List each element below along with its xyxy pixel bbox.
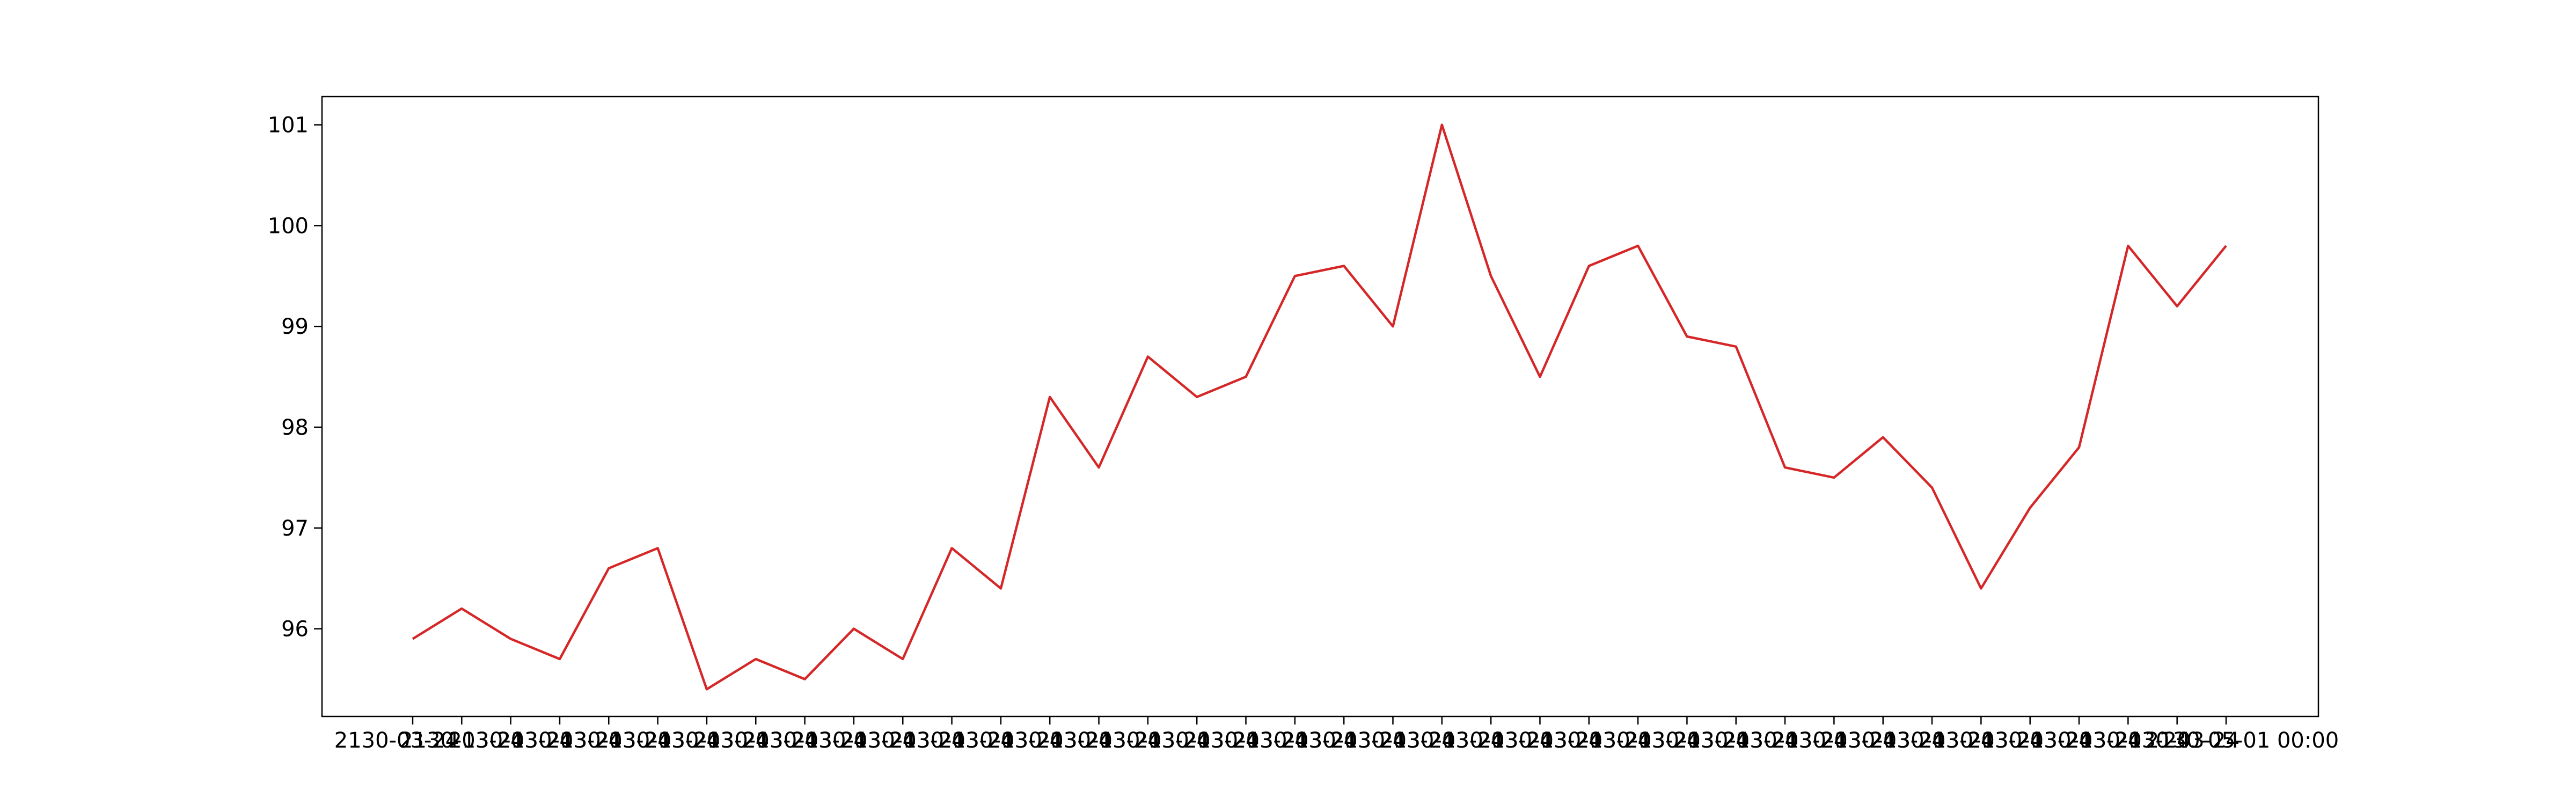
x-tick-label: 2130-03-24 <box>1772 728 1896 753</box>
x-axis-ticks: 2130-03-242130-03-242130-03-242130-03-24… <box>399 716 2240 753</box>
x-tick-label: 2130-03-24 <box>1380 728 1504 753</box>
x-tick-label: 2130-03-24 <box>840 728 965 753</box>
x-tick-label: 2130-03-24 <box>448 728 573 753</box>
x-tick-label: 2130-03-24 <box>1527 728 1651 753</box>
x-tick-label: 2130-03-24 <box>1036 728 1161 753</box>
x-tick-label: 2130-03-24 <box>1967 728 2092 753</box>
x-tick-label: 2130-03-24 <box>1183 728 1308 753</box>
x-tick-label-last: 2130-05-01 00:00 <box>2146 728 2339 753</box>
x-tick-label: 2130-03-24 <box>2114 728 2239 753</box>
x-tick-label: 2130-03-24 <box>497 728 622 753</box>
x-tick-label: 2130-03-24 <box>1429 728 1553 753</box>
x-tick-label: 2130-03-24 <box>645 728 769 753</box>
x-tick-label: 2130-03-24 <box>939 728 1063 753</box>
y-tick-label: 96 <box>281 617 309 642</box>
x-tick-label: 2130-03-24 <box>1576 728 1700 753</box>
x-tick-label: 2130-03-24 <box>1870 728 1994 753</box>
x-tick-label: 2130-03-24 <box>889 728 1014 753</box>
x-tick-label: 2130-03-24 <box>2017 728 2141 753</box>
x-tick-label: 2130-03-24 <box>1919 728 2043 753</box>
x-tick-label: 2130-03-24 <box>742 728 867 753</box>
x-tick-label: 2130-03-24 <box>987 728 1112 753</box>
x-tick-label: 2130-03-24 <box>792 728 916 753</box>
y-tick-label: 97 <box>281 516 309 541</box>
x-tick-label: 2130-03-24 <box>1282 728 1406 753</box>
x-tick-label: 2130-03-24 <box>1723 728 1847 753</box>
plot-frame <box>321 96 2319 718</box>
y-tick-label: 98 <box>281 415 309 440</box>
x-tick-label: 2130-03-24 <box>546 728 671 753</box>
x-tick-label-first: 2130-03-24 <box>334 728 459 753</box>
x-tick-label: 2130-03-24 <box>1624 728 1749 753</box>
x-tick-label: 2130-03-24 <box>1086 728 1210 753</box>
x-tick-label: 2130-03-24 <box>1477 728 1602 753</box>
series-lines <box>412 123 2227 691</box>
y-axis-ticks: 96 97 98 99 100 101 <box>268 113 322 642</box>
x-tick-label: 2130-03-24 <box>1233 728 1357 753</box>
y-tick-label: 99 <box>281 314 309 339</box>
series-line <box>412 123 2227 691</box>
x-tick-label: 2130-03-24 <box>1674 728 1798 753</box>
x-tick-label: 2130-03-24 <box>399 728 524 753</box>
x-tick-label: 2130-03-24 <box>1135 728 1259 753</box>
x-tick-label: 2130-03-24 <box>595 728 720 753</box>
x-tick-label: 2130-03-24 <box>2066 728 2190 753</box>
x-tick-label: 2130-03-24 <box>1820 728 1945 753</box>
x-tick-label: 2130-03-24 <box>693 728 818 753</box>
x-tick-label: 2130-03-24 <box>1330 728 1455 753</box>
y-tick-label: 101 <box>268 113 309 138</box>
y-tick-label: 100 <box>268 214 309 238</box>
